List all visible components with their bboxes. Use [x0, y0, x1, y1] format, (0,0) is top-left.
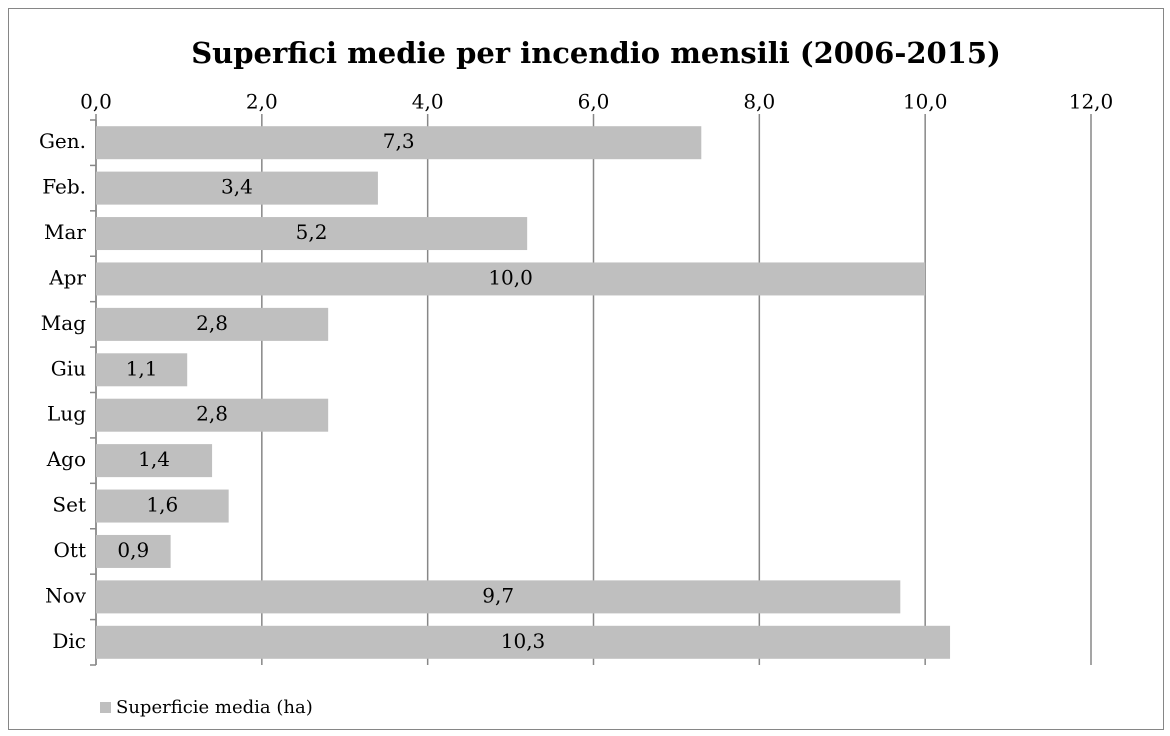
y-tick-label: Lug: [47, 402, 86, 426]
y-tick-label: Apr: [48, 265, 86, 289]
bar: [96, 534, 171, 568]
bar: [96, 217, 528, 251]
y-tick-label: Mag: [41, 311, 86, 335]
legend-text: Superficie media (ha): [116, 697, 313, 718]
bar: [96, 307, 329, 341]
data-label: 1,1: [126, 356, 158, 380]
data-label: 1,6: [146, 493, 178, 517]
x-tick-label: 12,0: [1069, 90, 1114, 114]
data-label: 10,0: [488, 265, 533, 289]
bar: [96, 353, 188, 387]
bar: [96, 126, 702, 160]
data-label: 1,4: [138, 447, 170, 471]
bar: [96, 489, 229, 523]
x-tick-label: 8,0: [743, 90, 775, 114]
data-label: 10,3: [501, 629, 546, 653]
bar: [96, 625, 951, 659]
y-tick-label: Giu: [51, 356, 86, 380]
x-tick-label: 4,0: [412, 90, 444, 114]
data-label: 9,7: [482, 583, 514, 607]
y-tick-label: Ott: [54, 538, 86, 562]
x-tick-label: 0,0: [80, 90, 112, 114]
x-tick-label: 6,0: [578, 90, 610, 114]
y-tick-label: Dic: [52, 629, 86, 653]
bar: [96, 262, 926, 296]
legend-swatch: [100, 702, 111, 713]
chart-title: Superfici medie per incendio mensili (20…: [191, 36, 1001, 70]
data-label: 2,8: [196, 402, 228, 426]
y-tick-label: Feb.: [42, 175, 86, 199]
bar: [96, 580, 901, 614]
x-tick-label: 10,0: [903, 90, 948, 114]
data-label: 0,9: [117, 538, 149, 562]
y-tick-label: Set: [52, 493, 86, 517]
x-tick-label: 2,0: [246, 90, 278, 114]
bar: [96, 444, 213, 478]
bar: [96, 398, 329, 432]
y-tick-label: Gen.: [39, 129, 86, 153]
data-label: 3,4: [221, 175, 253, 199]
data-label: 2,8: [196, 311, 228, 335]
y-tick-label: Nov: [45, 583, 87, 607]
data-label: 7,3: [383, 129, 415, 153]
y-tick-label: Ago: [46, 447, 86, 471]
y-tick-label: Mar: [44, 220, 86, 244]
data-label: 5,2: [296, 220, 328, 244]
bar: [96, 171, 378, 205]
